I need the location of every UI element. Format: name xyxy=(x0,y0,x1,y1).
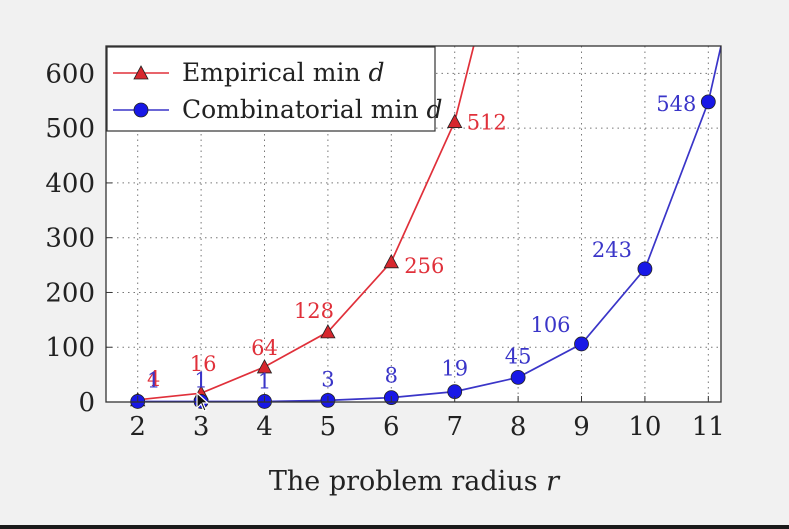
legend-label-empirical: Empirical min d xyxy=(182,58,385,87)
data-point-circle xyxy=(700,94,716,110)
x-tick-label: 6 xyxy=(383,412,400,442)
data-label: 548 xyxy=(656,92,696,116)
x-tick-label: 8 xyxy=(510,412,527,442)
y-tick-label: 600 xyxy=(45,59,95,89)
data-label: 64 xyxy=(251,336,278,360)
data-label: 4 xyxy=(147,367,160,391)
x-tick-label: 10 xyxy=(628,412,661,442)
x-tick-label: 3 xyxy=(193,412,210,442)
data-label: 16 xyxy=(190,352,217,376)
data-point-triangle xyxy=(447,113,463,128)
x-tick-label: 2 xyxy=(129,412,146,442)
y-tick-label: 0 xyxy=(78,388,95,418)
point-labels: 4 16 64 128 256 512 1 1 1 3 8 19 45 106 243 548 xyxy=(147,92,696,394)
data-label: 3 xyxy=(321,367,334,391)
data-point-triangle xyxy=(320,324,336,339)
data-label: 1 xyxy=(258,369,271,393)
y-tick-label: 200 xyxy=(45,278,95,308)
data-point-triangle xyxy=(256,359,273,374)
y-tick-label: 100 xyxy=(45,333,95,363)
plot-frame xyxy=(105,45,722,403)
legend-label-combinatorial: Combinatorial min d xyxy=(182,95,443,124)
data-label: 45 xyxy=(505,344,532,368)
data-label: 1 xyxy=(147,368,160,392)
y-tick-label: 500 xyxy=(45,114,95,144)
legend-marker-circle xyxy=(133,102,149,118)
data-label: 106 xyxy=(530,313,570,337)
y-tick-label: 400 xyxy=(45,169,95,199)
x-tick-label: 4 xyxy=(256,412,273,442)
x-tick-label: 7 xyxy=(446,412,463,442)
x-tick-label: 9 xyxy=(573,412,590,442)
x-tick-label: 11 xyxy=(692,412,725,442)
data-label: 8 xyxy=(385,364,398,388)
data-label: 256 xyxy=(404,254,444,278)
data-label: 19 xyxy=(441,357,468,381)
data-point-circle xyxy=(574,336,589,352)
x-axis-label: The problem radius r xyxy=(269,466,561,497)
mouse-pointer-icon xyxy=(196,392,210,412)
data-label: 1 xyxy=(194,368,207,392)
data-point-circle xyxy=(510,369,526,385)
y-tick-label: 300 xyxy=(45,224,95,254)
data-label: 128 xyxy=(294,299,334,323)
legend-box xyxy=(106,46,436,132)
data-point-triangle xyxy=(383,253,399,269)
data-label: 243 xyxy=(592,238,632,262)
legend: Empirical min d Combinatorial min d xyxy=(106,46,443,132)
data-label: 512 xyxy=(467,111,507,135)
data-point-circle xyxy=(637,261,653,277)
legend-marker-triangle xyxy=(133,65,149,80)
x-tick-label: 5 xyxy=(320,412,337,442)
